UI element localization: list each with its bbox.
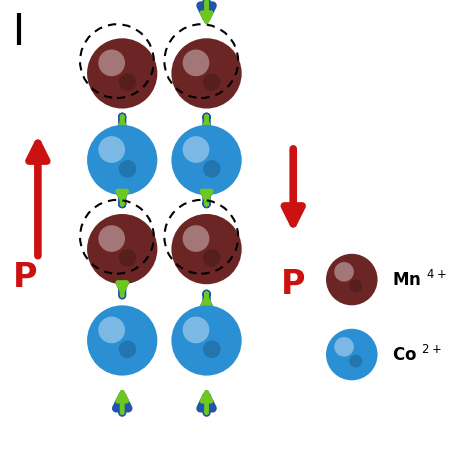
Circle shape — [182, 225, 210, 252]
Circle shape — [203, 73, 220, 91]
Circle shape — [326, 329, 378, 380]
Circle shape — [349, 355, 362, 367]
Circle shape — [334, 337, 354, 356]
Circle shape — [98, 136, 125, 163]
Circle shape — [87, 125, 157, 195]
Circle shape — [334, 262, 354, 282]
Text: P: P — [13, 261, 37, 294]
Circle shape — [118, 73, 136, 91]
Text: Mn $^{4+}$: Mn $^{4+}$ — [392, 270, 446, 290]
Circle shape — [98, 49, 125, 76]
Circle shape — [203, 160, 220, 178]
Circle shape — [172, 305, 242, 375]
Text: Co $^{2+}$: Co $^{2+}$ — [392, 345, 441, 365]
Circle shape — [203, 340, 220, 358]
Circle shape — [118, 249, 136, 267]
Circle shape — [182, 136, 210, 163]
Circle shape — [118, 340, 136, 358]
Circle shape — [172, 214, 242, 284]
Circle shape — [182, 317, 210, 343]
Circle shape — [98, 317, 125, 343]
Circle shape — [326, 254, 378, 305]
Circle shape — [87, 38, 157, 109]
Text: P: P — [281, 268, 305, 301]
Circle shape — [172, 38, 242, 109]
Circle shape — [87, 214, 157, 284]
Circle shape — [87, 305, 157, 375]
Circle shape — [98, 225, 125, 252]
Circle shape — [182, 49, 210, 76]
Circle shape — [349, 280, 362, 292]
Circle shape — [172, 125, 242, 195]
Circle shape — [203, 249, 220, 267]
Circle shape — [118, 160, 136, 178]
